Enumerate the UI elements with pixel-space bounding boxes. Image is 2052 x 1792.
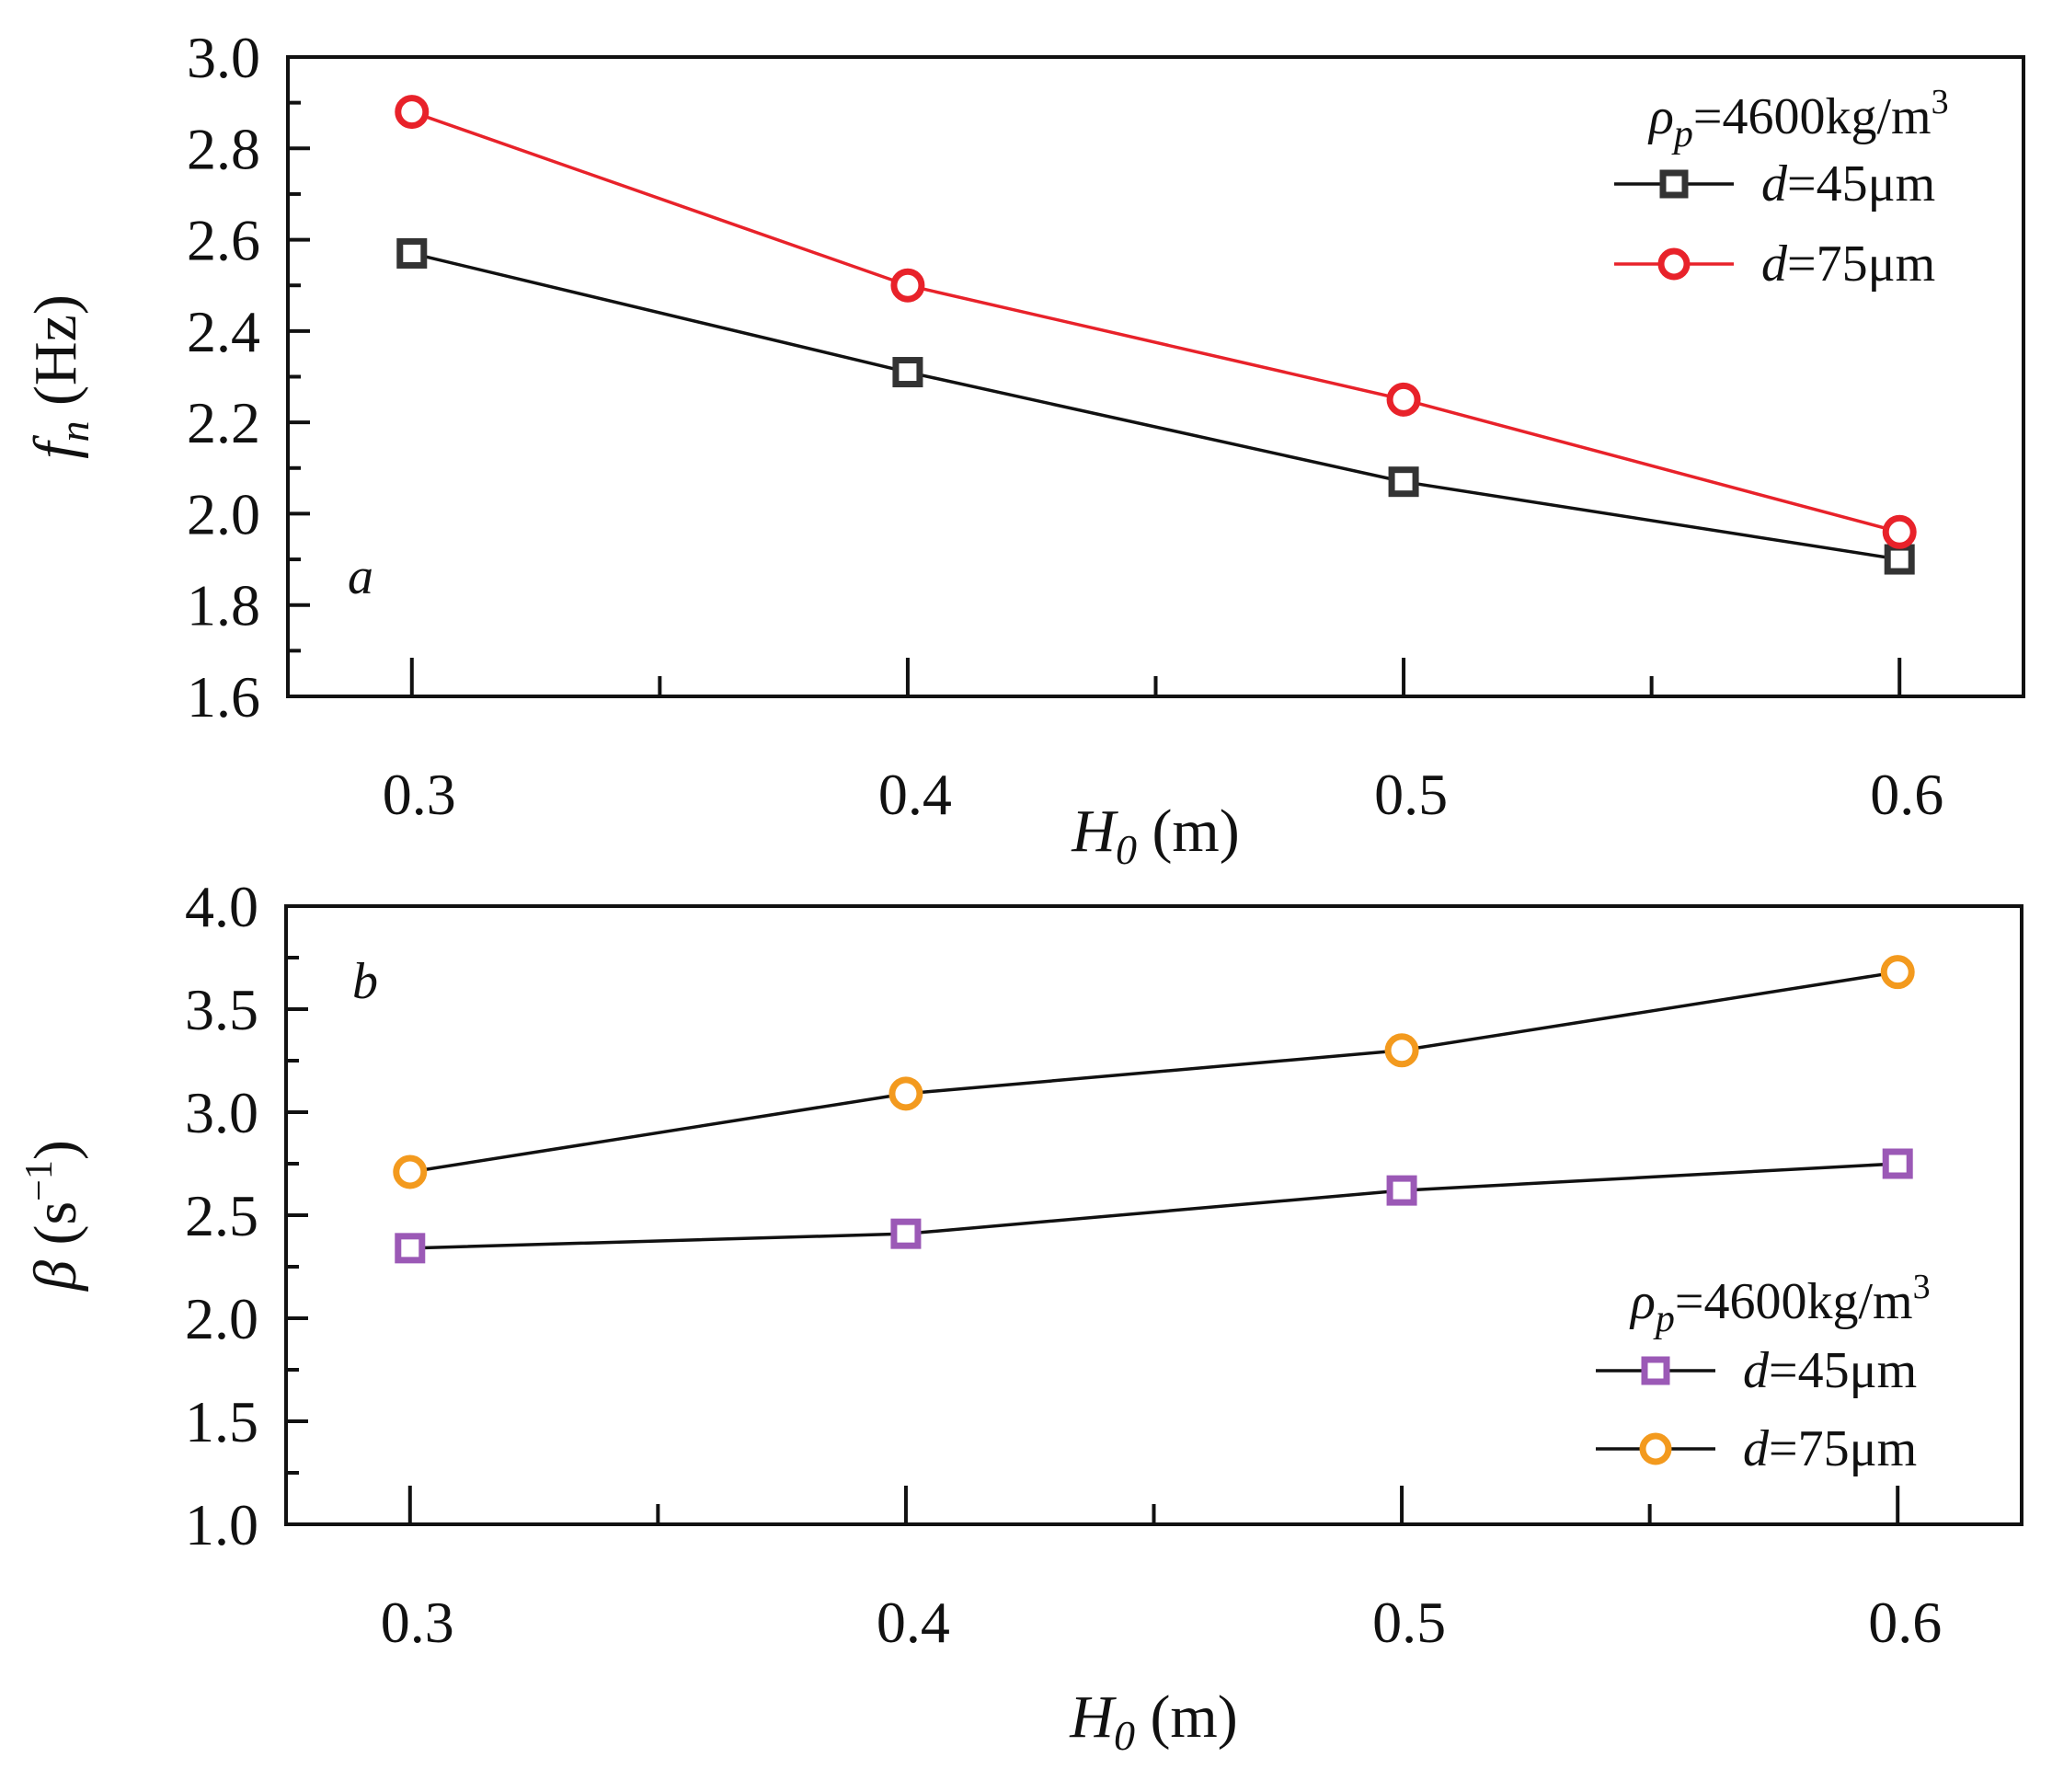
panel-b-y-axis-title-sup: −1 <box>18 1160 61 1201</box>
panel-a-legend-label-var: d <box>1761 155 1788 213</box>
panel-b-series-1-point <box>395 1233 426 1264</box>
panel-a-series-2-point <box>890 268 925 303</box>
panel-b-chart: 1.0 1.5 2.0 2.5 3.0 3.5 4.0 0.3 0.4 0.5 0.6 H0 (m) β… <box>18 874 2023 1759</box>
panel-a-series-1-point <box>396 237 428 269</box>
panel-a-x-tick-label: 0.3 <box>383 762 456 827</box>
panel-b-y-axis-title: β (s−1) <box>18 1140 89 1292</box>
panel-a-y-tick-label: 1.8 <box>187 573 260 638</box>
panel-b-y-axis-title-unit: (s <box>22 1201 89 1260</box>
panel-a-x-axis-title: H0 (m) <box>1071 798 1239 873</box>
panel-b-series-1-point <box>1386 1175 1417 1206</box>
panel-a-y-tick-label: 2.6 <box>187 208 260 273</box>
panel-a-y-tick-label: 1.6 <box>187 664 260 729</box>
panel-b-legend-marker <box>1641 1356 1670 1385</box>
panel-b-x-tick-label: 0.3 <box>381 1590 454 1655</box>
panel-a-panel-tag: a <box>348 548 373 605</box>
panel-b-y-axis-title-var: β <box>22 1260 89 1292</box>
panel-b-series-2 <box>393 955 1915 1189</box>
panel-b-legend-header: ρp=4600kg/m3 <box>1629 1268 1931 1340</box>
panel-b-y-tick-label: 1.0 <box>185 1492 258 1557</box>
panel-b-x-axis-title-var: H <box>1069 1683 1117 1751</box>
panel-b-legend-header-var: ρ <box>1629 1273 1656 1330</box>
panel-a-series-2-point <box>1386 382 1421 417</box>
panel-b-y-tick-label: 2.0 <box>185 1286 258 1351</box>
panel-a-y-tick-label: 3.0 <box>187 25 260 90</box>
panel-a-legend-marker <box>1659 169 1689 199</box>
panel-b-x-axis-title: H0 (m) <box>1069 1683 1237 1759</box>
panel-b-legend-header-text: =4600kg/m <box>1675 1273 1913 1330</box>
panel-b-y-tick-label: 1.5 <box>185 1389 258 1454</box>
panel-a-series-1 <box>396 237 1915 575</box>
panel-b-legend-label-var: d <box>1743 1420 1770 1477</box>
panel-b-series-1-point <box>1882 1148 1913 1179</box>
panel-a-series-1-point <box>1884 544 1915 575</box>
panel-a-legend-header-sub: p <box>1671 113 1693 155</box>
panel-b-legend-label-text: =75μm <box>1769 1420 1917 1477</box>
panel-b-x-tick-label: 0.5 <box>1372 1590 1446 1655</box>
panel-a-legend-marker <box>1657 247 1691 281</box>
panel-a-x-axis-title-sub: 0 <box>1116 826 1137 873</box>
panel-b-legend-marker <box>1639 1432 1672 1465</box>
panel-b-series-2-line <box>409 970 1898 1174</box>
panel-a-y-axis-title-unit: (Hz) <box>22 294 89 420</box>
panel-b-x-axis-title-unit: (m) <box>1135 1683 1238 1751</box>
panel-b-y-tick-label: 2.5 <box>185 1183 258 1248</box>
panel-a-series-1-point <box>1388 466 1419 498</box>
panel-b-series-1-point <box>890 1218 922 1249</box>
panel-b-x-tick-label: 0.6 <box>1868 1590 1942 1655</box>
panel-a-legend-label-text: =45μm <box>1787 155 1935 213</box>
panel-a-legend-header-var: ρ <box>1647 88 1674 145</box>
panel-a-x-tick-label: 0.6 <box>1870 762 1943 827</box>
panel-b-series-2-point <box>1880 955 1915 990</box>
panel-b-series-2-point <box>393 1154 428 1189</box>
panel-a-series-2-line <box>411 109 1900 534</box>
panel-b-panel-tag: b <box>352 953 378 1010</box>
panel-a-y-tick-label: 2.0 <box>187 481 260 546</box>
panel-a-x-axis-title-unit: (m) <box>1137 798 1240 865</box>
panel-b-legend-label-var: d <box>1743 1342 1770 1399</box>
panel-b-series-2-point <box>888 1076 923 1111</box>
panel-a-y-tick-label: 2.2 <box>187 390 260 455</box>
panel-a-series-2-point <box>1882 514 1917 549</box>
panel-b-legend-header-sup: 3 <box>1913 1268 1931 1306</box>
panel-a-legend-header-text: =4600kg/m <box>1693 88 1932 145</box>
panel-a-series-1-point <box>892 357 923 388</box>
panel-b-legend-label: d=45μm <box>1743 1342 1917 1399</box>
panel-a-y-tick-label: 2.4 <box>187 299 260 364</box>
panel-a-x-axis-title-var: H <box>1071 798 1118 865</box>
panel-b-legend-label-text: =45μm <box>1769 1342 1917 1399</box>
panel-a-y-tick-label: 2.8 <box>187 116 260 181</box>
panel-b-series-1-line <box>409 1162 1898 1250</box>
panel-a-legend-label-text: =75μm <box>1787 235 1935 293</box>
panel-a-x-tick-label: 0.4 <box>878 762 952 827</box>
panel-b-y-tick-label: 3.5 <box>185 977 258 1042</box>
panel-a-legend-label: d=45μm <box>1761 155 1935 213</box>
panel-a-legend-label-var: d <box>1761 235 1788 293</box>
panel-b-x-axis-title-sub: 0 <box>1114 1712 1135 1759</box>
panel-a-legend-header-sup: 3 <box>1932 83 1949 121</box>
panel-b-x-tick-label: 0.4 <box>877 1590 950 1655</box>
panel-a-x-tick-label: 0.5 <box>1374 762 1448 827</box>
panel-a-series-1-line <box>411 251 1900 561</box>
panel-a-legend-label: d=75μm <box>1761 235 1935 293</box>
panel-a-legend-header: ρp=4600kg/m3 <box>1647 83 1949 155</box>
panel-a-series-2-point <box>395 95 430 130</box>
panel-b-legend-label: d=75μm <box>1743 1420 1917 1477</box>
panel-b-y-axis-title-close: ) <box>22 1140 89 1160</box>
panel-a-y-axis-title-sub: n <box>51 421 97 442</box>
panel-b-legend-header-sub: p <box>1653 1298 1675 1340</box>
panel-b-y-tick-label: 4.0 <box>185 874 258 939</box>
panel-a-chart: 1.6 1.8 2.0 2.2 2.4 2.6 2.8 3.0 0.3 0.4 0.5 0.6 H0 (… <box>22 25 2025 873</box>
panel-a-series-2 <box>395 95 1917 549</box>
panel-b-series-1 <box>395 1148 1913 1264</box>
panel-b-y-tick-label: 3.0 <box>185 1080 258 1145</box>
panel-b-series-2-point <box>1384 1033 1419 1068</box>
